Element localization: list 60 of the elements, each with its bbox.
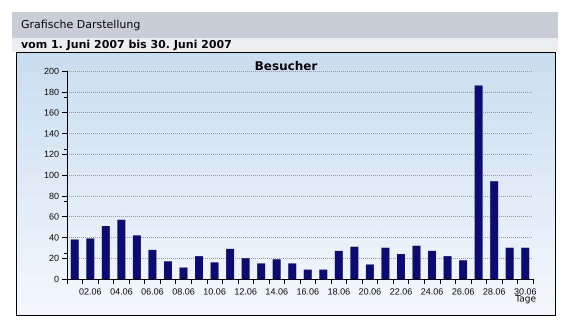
bar <box>242 258 250 279</box>
bar <box>521 248 530 279</box>
x-tick-label: 02.06 <box>79 286 102 296</box>
bar <box>226 248 234 279</box>
y-tick-label: 160 <box>44 108 59 118</box>
y-tick-label: 40 <box>48 232 59 242</box>
chart-title: Grafische Darstellung <box>21 18 140 31</box>
bar <box>506 248 514 279</box>
bar <box>288 263 296 279</box>
bar <box>210 262 219 279</box>
bar <box>396 254 405 279</box>
x-tick-label: 20.06 <box>358 286 382 296</box>
bar <box>195 256 204 279</box>
chart-subtitle: vom 1. Juni 2007 bis 30. Juni 2007 <box>21 38 232 51</box>
x-tick-label: 16.06 <box>296 286 320 296</box>
bar <box>164 261 172 279</box>
bar <box>132 235 141 279</box>
bar <box>70 239 79 279</box>
bar <box>257 263 266 279</box>
y-tick-label: 200 <box>44 66 59 76</box>
x-tick-label: 04.06 <box>110 286 133 296</box>
x-tick-label: 24.06 <box>420 286 444 296</box>
x-tick-label: 10.06 <box>203 286 226 296</box>
x-tick-label: 30.06 <box>514 286 536 296</box>
y-tick-label: 120 <box>44 149 59 160</box>
bar <box>474 86 483 279</box>
bar <box>148 250 156 279</box>
x-tick-label: 28.06 <box>482 286 506 296</box>
x-tick-label: 14.06 <box>265 286 288 296</box>
bar <box>102 226 110 279</box>
bar <box>304 270 312 279</box>
x-tick-label: 06.06 <box>141 286 164 296</box>
bar <box>444 256 452 279</box>
bar <box>350 246 358 279</box>
bar <box>412 246 420 279</box>
bar <box>334 250 343 279</box>
bar <box>366 264 374 279</box>
bar <box>319 270 328 279</box>
x-tick-label: 08.06 <box>172 286 195 296</box>
bar <box>381 248 390 279</box>
y-tick-label: 20 <box>48 253 59 264</box>
y-tick-label: 0 <box>54 274 59 284</box>
bar <box>180 268 188 279</box>
x-tick-label: 12.06 <box>234 286 257 296</box>
bar <box>86 238 94 279</box>
y-tick-label: 80 <box>48 190 59 201</box>
y-tick-label: 100 <box>44 170 59 180</box>
y-tick-label: 60 <box>48 212 59 222</box>
x-axis-title: Tage <box>514 294 536 304</box>
bar <box>490 181 498 279</box>
x-tick-label: 18.06 <box>328 286 350 296</box>
bar <box>459 260 468 279</box>
x-tick-label: 22.06 <box>390 286 412 296</box>
annotation: Besucher <box>254 59 318 73</box>
y-tick-label: 140 <box>44 128 59 138</box>
x-tick-label: 26.06 <box>452 286 474 296</box>
bar <box>428 250 436 279</box>
bar <box>272 259 281 279</box>
y-tick-label: 180 <box>44 86 59 97</box>
bar <box>117 220 126 279</box>
